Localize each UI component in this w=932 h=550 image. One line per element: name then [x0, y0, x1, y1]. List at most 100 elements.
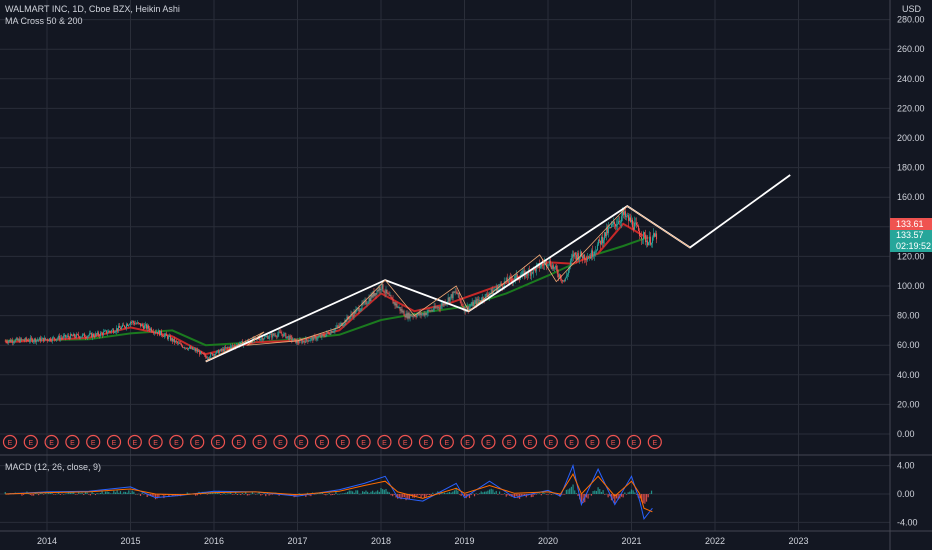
macd-histogram-bar — [417, 494, 419, 496]
macd-histogram-bar — [615, 494, 618, 499]
earnings-marker[interactable] — [564, 434, 579, 450]
indicator-legend[interactable]: MA Cross 50 & 200 — [5, 16, 83, 26]
candle-body — [193, 349, 195, 351]
earnings-marker[interactable] — [585, 434, 600, 450]
earnings-marker[interactable] — [294, 434, 309, 450]
earnings-marker[interactable] — [418, 434, 434, 450]
currency-label[interactable]: USD — [902, 4, 922, 14]
candle-body — [320, 335, 322, 338]
candle-body — [66, 335, 68, 337]
candle-body — [402, 311, 404, 313]
candle-body — [628, 217, 630, 221]
candle-body — [200, 351, 202, 355]
candle-body — [135, 323, 137, 325]
earnings-marker[interactable] — [314, 434, 330, 450]
candle-body — [518, 279, 520, 281]
price-axis[interactable]: 0.0020.0040.0060.0080.00100.00120.00140.… — [897, 15, 925, 528]
earnings-marker[interactable] — [481, 434, 496, 450]
earnings-marker[interactable] — [23, 434, 38, 450]
macd-histogram-bar — [393, 494, 395, 495]
macd-histogram-bar — [131, 490, 133, 494]
candle-body — [266, 336, 268, 337]
macd-histogram-bar — [83, 494, 85, 496]
earnings-marker[interactable] — [169, 434, 184, 450]
earnings-marker[interactable] — [106, 434, 122, 450]
earnings-marker[interactable] — [502, 434, 517, 450]
candle-body — [11, 340, 13, 343]
macd-histogram-bar — [392, 494, 394, 497]
earnings-marker[interactable] — [439, 434, 454, 450]
earnings-marker[interactable] — [522, 434, 538, 450]
earnings-marker[interactable] — [190, 434, 205, 450]
earnings-marker[interactable] — [2, 434, 18, 450]
candle-body — [202, 353, 204, 354]
macd-histogram-bar — [589, 493, 591, 495]
earnings-marker[interactable] — [210, 434, 226, 450]
earnings-marker[interactable] — [231, 434, 246, 450]
candle-body — [278, 331, 280, 335]
earnings-marker[interactable] — [65, 434, 80, 450]
macd-histogram-bar — [537, 493, 539, 495]
time-axis[interactable]: 2014 2015 2016 2017 2018 2019 2020 2021 2022 2023 — [37, 536, 809, 546]
macd-histogram-bar — [397, 494, 399, 499]
candle-body — [347, 316, 349, 319]
subwave-line[interactable] — [205, 205, 691, 362]
earnings-marker[interactable] — [356, 434, 371, 450]
candle-body — [239, 344, 241, 346]
candle-body — [23, 340, 25, 342]
candle-body — [21, 339, 23, 341]
candle-body — [80, 336, 82, 338]
earnings-marker[interactable] — [86, 434, 101, 450]
macd-histogram-bar — [445, 493, 447, 494]
macd-histogram-bar — [146, 494, 148, 497]
candle-body — [277, 334, 279, 337]
candle-body — [300, 339, 302, 341]
candle-body — [503, 281, 505, 288]
macd-histogram-bar — [151, 494, 153, 497]
candle-body — [584, 259, 586, 261]
candle-body — [41, 337, 43, 339]
candle-body — [208, 357, 210, 359]
earnings-letter: E — [340, 440, 345, 447]
candle-body — [115, 328, 117, 332]
macd-histogram-bar — [271, 494, 274, 495]
macd-histogram-bar — [370, 491, 372, 494]
earnings-marker[interactable] — [335, 434, 350, 450]
candle-body — [370, 294, 372, 301]
earnings-marker[interactable] — [460, 434, 475, 450]
candle-body — [339, 324, 341, 327]
earnings-marker[interactable] — [252, 434, 267, 450]
candle-body — [430, 310, 432, 312]
macd-histogram-bar — [270, 494, 272, 495]
projection-line[interactable] — [205, 174, 791, 363]
earnings-marker[interactable] — [398, 434, 413, 450]
macd-histogram-bar — [23, 494, 25, 495]
candle-body — [338, 325, 340, 327]
candle-body — [371, 294, 373, 298]
earnings-marker[interactable] — [606, 434, 621, 450]
candle-body — [592, 255, 594, 257]
earnings-marker[interactable] — [647, 434, 662, 450]
candle-body — [134, 322, 136, 325]
earnings-marker[interactable] — [377, 434, 392, 450]
candle-body — [547, 264, 549, 266]
candle-body — [195, 348, 197, 352]
earnings-marker[interactable] — [127, 434, 142, 450]
macd-histogram-bar — [278, 494, 280, 496]
macd-histogram-bar — [428, 494, 431, 496]
earnings-marker[interactable] — [44, 434, 59, 450]
candle-body — [292, 340, 294, 341]
candle-body — [267, 336, 269, 339]
candle-body — [612, 221, 614, 224]
candle-body — [219, 350, 221, 354]
candle-body — [334, 328, 336, 331]
earnings-marker[interactable] — [148, 434, 163, 450]
earnings-marker[interactable] — [626, 434, 642, 450]
earnings-marker[interactable] — [273, 434, 288, 450]
candle-body — [526, 274, 528, 276]
earnings-marker[interactable] — [543, 434, 558, 450]
macd-legend[interactable]: MACD (12, 26, close, 9) — [5, 462, 102, 472]
time-tick: 2017 — [287, 536, 307, 546]
